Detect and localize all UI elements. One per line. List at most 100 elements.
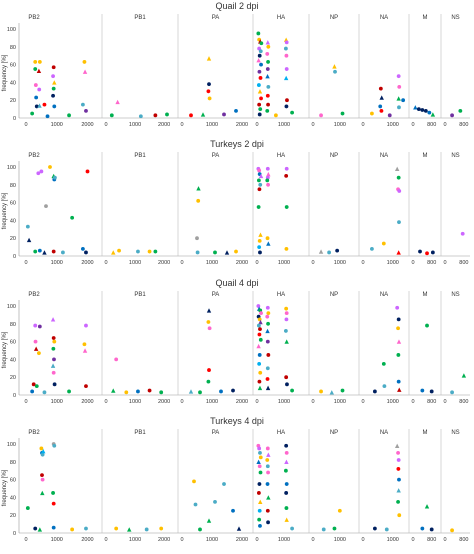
data-point	[266, 44, 271, 49]
data-point	[33, 526, 38, 531]
data-point	[256, 57, 261, 63]
data-point	[381, 361, 386, 366]
data-point	[26, 237, 32, 243]
data-point	[340, 111, 345, 116]
data-point	[266, 84, 271, 89]
data-point	[329, 390, 334, 395]
y-tick-label: 20	[10, 98, 16, 104]
data-point	[425, 251, 429, 256]
x-tick-label: 0	[411, 537, 414, 543]
data-point	[283, 468, 288, 473]
data-point	[67, 113, 71, 118]
x-tick-label: 1000	[334, 260, 346, 266]
data-point	[258, 337, 263, 342]
x-tick-label: 1000	[51, 122, 63, 128]
data-point	[257, 464, 262, 469]
data-point	[198, 527, 202, 532]
x-tick-label: 0	[361, 399, 364, 405]
data-point	[284, 67, 289, 71]
x-tick-label: 2000	[158, 122, 170, 128]
x-tick-label: 1000	[206, 122, 218, 128]
data-point	[265, 314, 270, 319]
data-point	[379, 95, 384, 100]
data-point	[259, 311, 263, 316]
y-tick-label: 20	[10, 236, 16, 242]
y-tick-label: 100	[7, 442, 16, 448]
data-point	[222, 112, 226, 117]
panel-title: Turkeys 2 dpi	[210, 139, 264, 149]
data-point	[147, 249, 152, 254]
data-point	[257, 517, 262, 522]
data-point	[80, 246, 85, 251]
data-point	[33, 83, 38, 87]
y-tick-label: 40	[10, 495, 16, 501]
data-point	[265, 40, 270, 45]
data-point	[82, 348, 88, 353]
data-point	[266, 353, 271, 357]
x-tick-label: 0	[180, 122, 183, 128]
data-point	[259, 41, 264, 46]
y-axis-label: frequency [%]	[2, 469, 8, 506]
data-point	[257, 379, 262, 384]
data-point	[39, 169, 44, 174]
data-point	[290, 388, 294, 393]
y-axis-label: frequency [%]	[2, 331, 8, 368]
data-point	[258, 523, 262, 528]
x-tick-label: 800	[427, 399, 436, 405]
data-point	[265, 73, 270, 79]
data-point	[136, 249, 140, 254]
data-point	[117, 248, 121, 253]
data-point	[397, 387, 402, 392]
data-point	[290, 110, 294, 115]
data-point	[382, 384, 387, 388]
data-point	[265, 328, 270, 334]
data-point	[259, 62, 263, 67]
data-point	[265, 464, 270, 469]
data-point	[378, 104, 383, 109]
data-point	[206, 320, 211, 324]
data-point	[189, 113, 193, 118]
data-point	[258, 107, 263, 111]
data-point	[51, 86, 56, 91]
y-tick-label: 60	[10, 340, 16, 346]
data-point	[40, 473, 44, 478]
data-point	[397, 189, 402, 193]
data-point	[115, 99, 120, 105]
data-point	[192, 479, 196, 484]
data-point	[283, 329, 288, 333]
data-point	[70, 215, 75, 220]
data-point	[36, 171, 41, 176]
x-tick-label: 2000	[236, 122, 248, 128]
data-point	[256, 304, 261, 308]
data-point	[284, 491, 289, 495]
data-point	[25, 224, 30, 229]
x-tick-label: 1000	[206, 537, 218, 543]
data-point	[30, 389, 35, 394]
y-axis-label: frequency [%]	[2, 192, 8, 229]
segment-label: M	[423, 15, 428, 21]
data-point	[236, 526, 242, 531]
x-tick-label: 0	[443, 537, 446, 543]
data-point	[84, 250, 88, 255]
data-point	[284, 506, 289, 510]
segment-label: NP	[330, 430, 338, 436]
data-point	[256, 343, 261, 349]
data-point	[85, 169, 90, 174]
data-point	[370, 246, 374, 251]
data-point	[37, 324, 42, 329]
segment-label: HA	[277, 153, 285, 159]
data-point	[266, 102, 270, 107]
data-point	[136, 389, 140, 394]
x-tick-label: 1000	[278, 122, 290, 128]
data-point	[213, 499, 217, 504]
data-point	[257, 482, 262, 486]
x-tick-label: 1000	[387, 537, 399, 543]
data-point	[45, 114, 50, 119]
data-point	[257, 508, 262, 513]
x-tick-label: 2000	[158, 260, 170, 266]
data-point	[284, 205, 289, 209]
data-point	[224, 250, 230, 255]
data-point	[195, 236, 199, 241]
data-point	[84, 384, 88, 388]
